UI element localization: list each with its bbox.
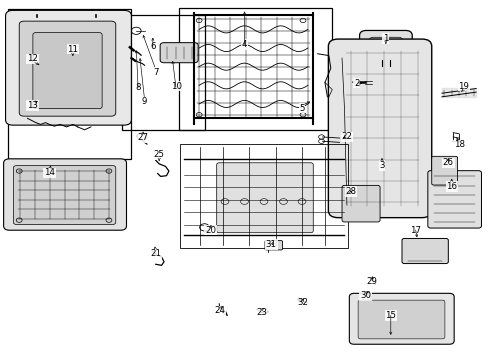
Bar [178, 8, 331, 130]
FancyBboxPatch shape [5, 10, 131, 125]
Text: 18: 18 [453, 140, 464, 149]
FancyBboxPatch shape [348, 293, 453, 344]
Text: 2: 2 [353, 79, 359, 88]
FancyBboxPatch shape [431, 156, 457, 185]
Text: 31: 31 [265, 240, 276, 249]
Text: 5: 5 [299, 104, 304, 113]
FancyBboxPatch shape [33, 33, 102, 109]
FancyBboxPatch shape [19, 21, 116, 116]
Text: 16: 16 [446, 182, 456, 191]
FancyBboxPatch shape [427, 171, 481, 228]
Text: 8: 8 [135, 83, 141, 92]
Text: 22: 22 [341, 132, 352, 141]
Text: 14: 14 [44, 168, 55, 177]
FancyBboxPatch shape [160, 42, 198, 63]
Text: 19: 19 [458, 82, 468, 91]
Bar [8, 9, 131, 159]
Text: 1: 1 [383, 34, 388, 43]
Text: 26: 26 [442, 158, 453, 167]
Text: 30: 30 [359, 291, 370, 300]
Bar [180, 144, 347, 248]
Text: 27: 27 [137, 133, 148, 142]
Text: 4: 4 [241, 40, 247, 49]
FancyBboxPatch shape [401, 238, 447, 264]
Text: 25: 25 [153, 150, 164, 159]
Text: 9: 9 [142, 97, 147, 106]
Text: 24: 24 [214, 306, 225, 315]
FancyBboxPatch shape [264, 240, 282, 250]
Text: 20: 20 [204, 226, 215, 235]
Text: 3: 3 [379, 161, 384, 170]
Text: 29: 29 [366, 276, 377, 285]
Text: 11: 11 [67, 45, 78, 54]
Text: 7: 7 [153, 68, 158, 77]
Circle shape [297, 298, 302, 302]
Text: 21: 21 [150, 249, 161, 258]
FancyBboxPatch shape [328, 39, 431, 218]
Text: 12: 12 [27, 54, 38, 63]
Text: 15: 15 [385, 311, 395, 320]
FancyBboxPatch shape [368, 37, 402, 58]
Text: 10: 10 [170, 82, 182, 91]
Text: 6: 6 [150, 42, 155, 51]
FancyBboxPatch shape [216, 163, 313, 233]
FancyBboxPatch shape [3, 159, 126, 230]
FancyBboxPatch shape [357, 300, 444, 339]
Text: 28: 28 [345, 187, 356, 196]
FancyBboxPatch shape [13, 166, 116, 225]
Bar [122, 15, 205, 130]
FancyBboxPatch shape [341, 185, 379, 222]
FancyBboxPatch shape [359, 31, 411, 65]
Text: 13: 13 [27, 101, 38, 110]
Text: 32: 32 [297, 298, 308, 307]
Text: 17: 17 [409, 226, 420, 235]
Text: 23: 23 [256, 308, 266, 317]
